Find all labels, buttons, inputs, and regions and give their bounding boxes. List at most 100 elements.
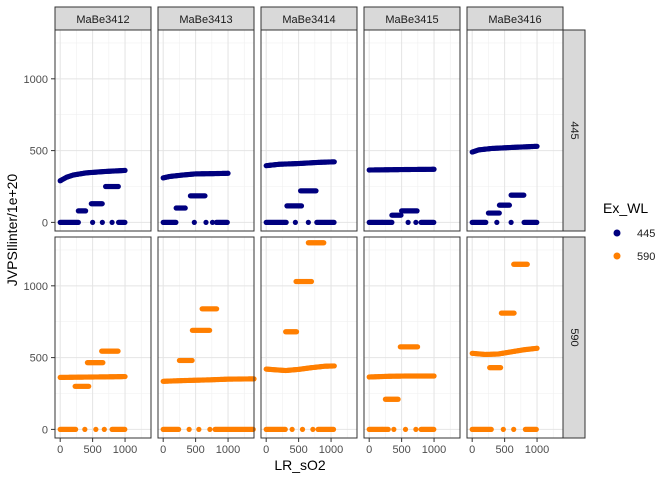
row-strip-box	[562, 236, 586, 439]
facet-panel	[260, 29, 358, 232]
data-point	[115, 348, 121, 354]
data-point	[405, 219, 411, 225]
data-point	[521, 192, 527, 198]
data-point	[483, 219, 489, 225]
column-strip-label: MaBe3413	[179, 14, 232, 26]
facet-panel	[466, 29, 564, 232]
data-point	[100, 360, 106, 366]
data-point	[250, 426, 256, 432]
column-strip-box	[260, 6, 358, 31]
facet-panel	[157, 236, 257, 439]
y-tick-label: 1000	[24, 74, 48, 86]
data-point	[122, 373, 128, 380]
facet-panel	[363, 29, 461, 232]
data-point	[402, 426, 409, 432]
panel-background	[261, 237, 357, 438]
data-point	[533, 426, 539, 432]
column-strip-label: MaBe3415	[385, 14, 438, 26]
data-point	[414, 344, 421, 350]
legend: Ex_WL 445 590	[603, 200, 655, 263]
data-point	[398, 212, 404, 218]
facet-panel	[157, 29, 255, 232]
data-point	[75, 219, 81, 225]
panel-background	[55, 237, 151, 438]
data-point	[431, 373, 437, 379]
data-point	[115, 183, 121, 190]
panel-background	[158, 237, 254, 438]
panel-border	[260, 236, 358, 439]
data-point	[207, 426, 213, 432]
legend-item: 590	[613, 251, 655, 263]
data-point	[330, 426, 337, 432]
x-axis-label: LR_sO2	[274, 457, 326, 473]
x-tick-label: 0	[366, 444, 372, 456]
panel-background	[55, 30, 151, 231]
data-point	[101, 426, 107, 432]
data-point	[293, 329, 300, 335]
data-point	[331, 363, 337, 369]
x-tick-label: 0	[57, 444, 63, 456]
data-point	[395, 396, 401, 402]
x-tick-label: 500	[289, 444, 307, 456]
data-point	[99, 219, 105, 225]
row-strip-label: 590	[568, 328, 580, 346]
data-point	[331, 159, 337, 165]
x-tick-label: 1000	[319, 444, 343, 456]
data-point	[534, 143, 540, 149]
data-point	[299, 426, 306, 432]
data-point	[496, 210, 502, 216]
x-tick-label: 1000	[525, 444, 549, 456]
data-point	[511, 426, 517, 432]
data-point	[498, 365, 504, 371]
data-point	[122, 167, 128, 174]
panel-background	[364, 30, 460, 231]
data-point	[283, 219, 289, 225]
data-point	[494, 219, 500, 225]
data-point	[202, 193, 208, 199]
data-point	[191, 219, 197, 225]
panel-border	[54, 236, 152, 439]
row-strip: 590	[562, 236, 586, 439]
column-strip: MaBe3412	[54, 6, 152, 31]
y-axis-label: JVPSIlinter/1e+20	[4, 174, 20, 287]
facet-panels	[54, 29, 564, 439]
data-point	[292, 219, 298, 225]
data-point	[225, 170, 231, 176]
data-point	[182, 205, 188, 211]
column-strip-label: MaBe3416	[488, 14, 541, 26]
data-point	[109, 219, 115, 225]
facet-strips: 445 590 MaBe3412 MaBe3413 MaBe3414 MaBe3415 Ma…	[54, 6, 586, 439]
data-point	[413, 426, 419, 432]
data-point	[99, 201, 105, 207]
panel-background	[364, 237, 460, 438]
row-strip-box	[562, 29, 586, 232]
facet-panel	[466, 236, 564, 439]
y-tick-label: 500	[30, 353, 48, 365]
row-strip: 445	[562, 29, 586, 232]
facet-panel	[54, 29, 152, 232]
x-tick-label: 500	[495, 444, 513, 456]
data-point	[173, 219, 179, 225]
data-point	[506, 202, 513, 208]
legend-key	[613, 229, 621, 237]
data-point	[298, 203, 305, 209]
data-point	[289, 426, 295, 432]
column-strip-label: MaBe3412	[76, 14, 129, 26]
x-tick-label: 500	[83, 444, 101, 456]
column-strip-box	[54, 6, 152, 31]
column-strip: MaBe3416	[466, 6, 564, 31]
column-strip-box	[466, 6, 564, 31]
data-point	[122, 426, 128, 432]
x-tick-label: 1000	[113, 444, 137, 456]
column-strip: MaBe3414	[260, 6, 358, 31]
column-strip-label: MaBe3414	[282, 14, 335, 26]
data-point	[73, 426, 79, 432]
data-point	[214, 306, 220, 312]
data-point	[413, 219, 419, 225]
facet-panel	[260, 236, 358, 439]
x-tick-label: 500	[392, 444, 410, 456]
legend-title: Ex_WL	[603, 200, 648, 216]
legend-label: 590	[637, 251, 655, 263]
y-tick-label: 1000	[24, 281, 48, 293]
